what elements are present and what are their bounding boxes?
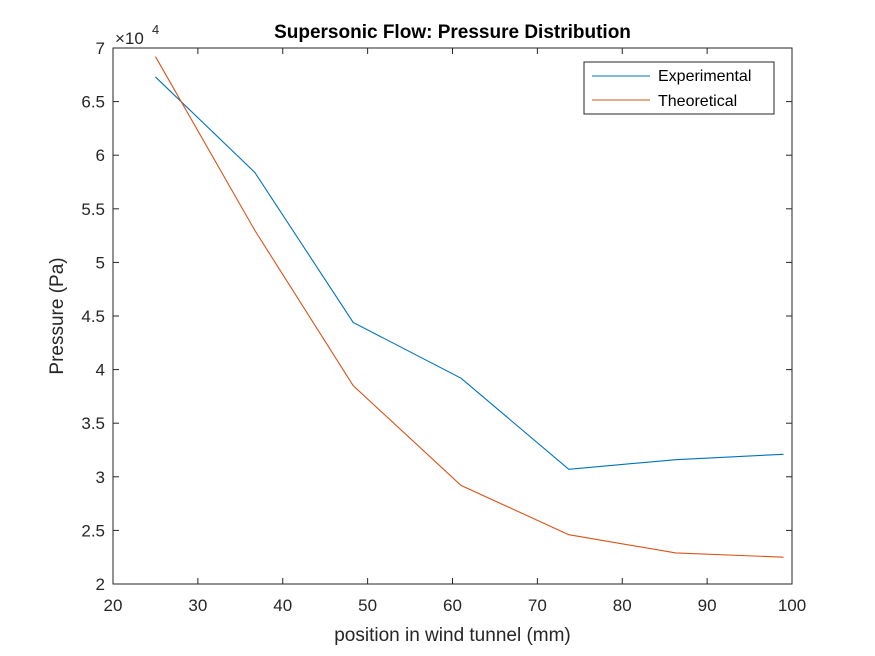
y-tick-label: 3 <box>96 468 105 487</box>
x-tick-label: 100 <box>778 596 806 615</box>
y-tick-label: 2.5 <box>81 521 105 540</box>
x-tick-label: 50 <box>358 596 377 615</box>
y-tick-label: 6 <box>96 146 105 165</box>
y-tick-label: 2 <box>96 575 105 594</box>
chart-title: Supersonic Flow: Pressure Distribution <box>274 22 631 43</box>
x-tick-label: 90 <box>698 596 717 615</box>
series-line-experimental <box>155 76 784 470</box>
y-exponent: ×10 4 <box>115 22 159 48</box>
x-axis-label: position in wind tunnel (mm) <box>334 625 571 646</box>
y-tick-label: 6.5 <box>81 93 105 112</box>
axes: 20 30 40 50 60 70 80 90 100 2 2.5 3 3.5 4 4.5 5 5.5 6 6.5 7 <box>81 39 806 615</box>
y-exponent-base: ×10 <box>115 29 144 48</box>
x-tick-label: 30 <box>188 596 207 615</box>
y-tick-label: 4 <box>96 361 105 380</box>
y-tick-label: 5.5 <box>81 200 105 219</box>
series-layer <box>154 56 784 558</box>
x-tick-label: 70 <box>528 596 547 615</box>
y-exponent-power: 4 <box>152 22 159 37</box>
x-tick-label: 60 <box>443 596 462 615</box>
legend-box <box>583 61 775 115</box>
legend-label-experimental: Experimental <box>658 68 751 85</box>
series-line-theoretical <box>154 56 784 558</box>
x-tick-label: 20 <box>104 596 123 615</box>
plot-area <box>113 48 792 584</box>
x-tick-label: 80 <box>613 596 632 615</box>
y-tick-label: 7 <box>96 39 105 58</box>
y-tick-label: 4.5 <box>81 307 105 326</box>
y-tick-label: 5 <box>96 253 105 272</box>
legend: Experimental Theoretical <box>583 61 775 115</box>
legend-label-theoretical: Theoretical <box>658 93 737 110</box>
y-tick-label: 3.5 <box>81 414 105 433</box>
y-axis-label: Pressure (Pa) <box>47 257 68 374</box>
x-tick-label: 40 <box>273 596 292 615</box>
